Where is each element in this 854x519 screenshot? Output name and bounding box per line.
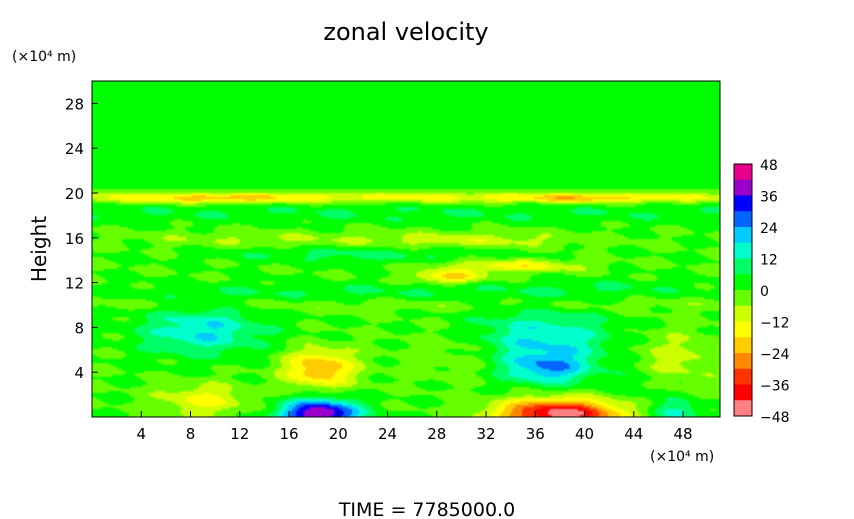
y-tick-label: 12	[65, 275, 84, 293]
colorbar-segment	[734, 195, 752, 212]
x-tick-label: 20	[329, 425, 348, 443]
colorbar-frame	[733, 163, 753, 417]
y-tick-label: 20	[65, 185, 84, 203]
colorbar-tick-label: 0	[760, 284, 769, 300]
colorbar-tick-label: 48	[760, 158, 778, 174]
x-tick-label: 12	[230, 425, 249, 443]
colorbar-segment	[734, 337, 752, 354]
colorbar-tick-label: 36	[760, 190, 778, 206]
colorbar-segment	[734, 274, 752, 291]
x-tick-label: 40	[575, 425, 594, 443]
colorbar-segment	[734, 211, 752, 228]
colorbar-segment	[734, 321, 752, 338]
colorbar-segment	[734, 227, 752, 244]
y-tick-label: 4	[74, 364, 84, 382]
colorbar-tick-label: −36	[760, 379, 790, 395]
velocity-field	[92, 81, 720, 417]
x-tick-label: 24	[378, 425, 397, 443]
plot-area	[91, 80, 721, 418]
x-tick-label: 48	[674, 425, 693, 443]
y-unit-label: (×10⁴ m)	[12, 49, 76, 65]
time-label: TIME = 7785000.0	[338, 499, 515, 519]
colorbar-segment	[734, 258, 752, 275]
plot-frame	[91, 80, 721, 418]
colorbar-segment	[734, 242, 752, 259]
colorbar-segment	[734, 368, 752, 385]
x-tick-label: 8	[186, 425, 196, 443]
colorbar-segment	[734, 179, 752, 196]
colorbar-segment	[734, 353, 752, 370]
colorbar-tick-label: −12	[760, 316, 790, 332]
y-axis: 4 8 12 16 20 24 28	[65, 95, 98, 382]
x-tick-label: 28	[427, 425, 446, 443]
x-tick-label: 4	[136, 425, 146, 443]
colorbar-tick-label: 24	[760, 221, 778, 237]
y-axis-label: Height	[27, 216, 51, 282]
x-tick-label: 36	[526, 425, 545, 443]
x-axis: 4 8 12 16 20 24 28 32 36 40 44 48	[136, 411, 693, 443]
colorbar-segment	[734, 164, 752, 181]
colorbar-tick-label: 12	[760, 253, 778, 269]
y-tick-label: 8	[74, 319, 84, 337]
x-tick-label: 32	[476, 425, 495, 443]
colorbar-segment	[734, 305, 752, 322]
y-tick-label: 28	[65, 95, 84, 113]
y-tick-label: 16	[65, 230, 84, 248]
chart-title: zonal velocity	[323, 18, 488, 46]
colorbar-tick-label: −24	[760, 347, 790, 363]
x-tick-label: 44	[624, 425, 643, 443]
x-unit-label: (×10⁴ m)	[650, 449, 714, 465]
colorbar-segment	[734, 400, 752, 417]
y-tick-label: 24	[65, 140, 84, 158]
colorbar-tick-label: −48	[760, 410, 790, 426]
colorbar-segment	[734, 384, 752, 401]
colorbar: 48 36 24 12 0 −12 −24 −36 −48	[733, 158, 790, 426]
colorbar-segment	[734, 290, 752, 307]
x-tick-label: 16	[279, 425, 298, 443]
